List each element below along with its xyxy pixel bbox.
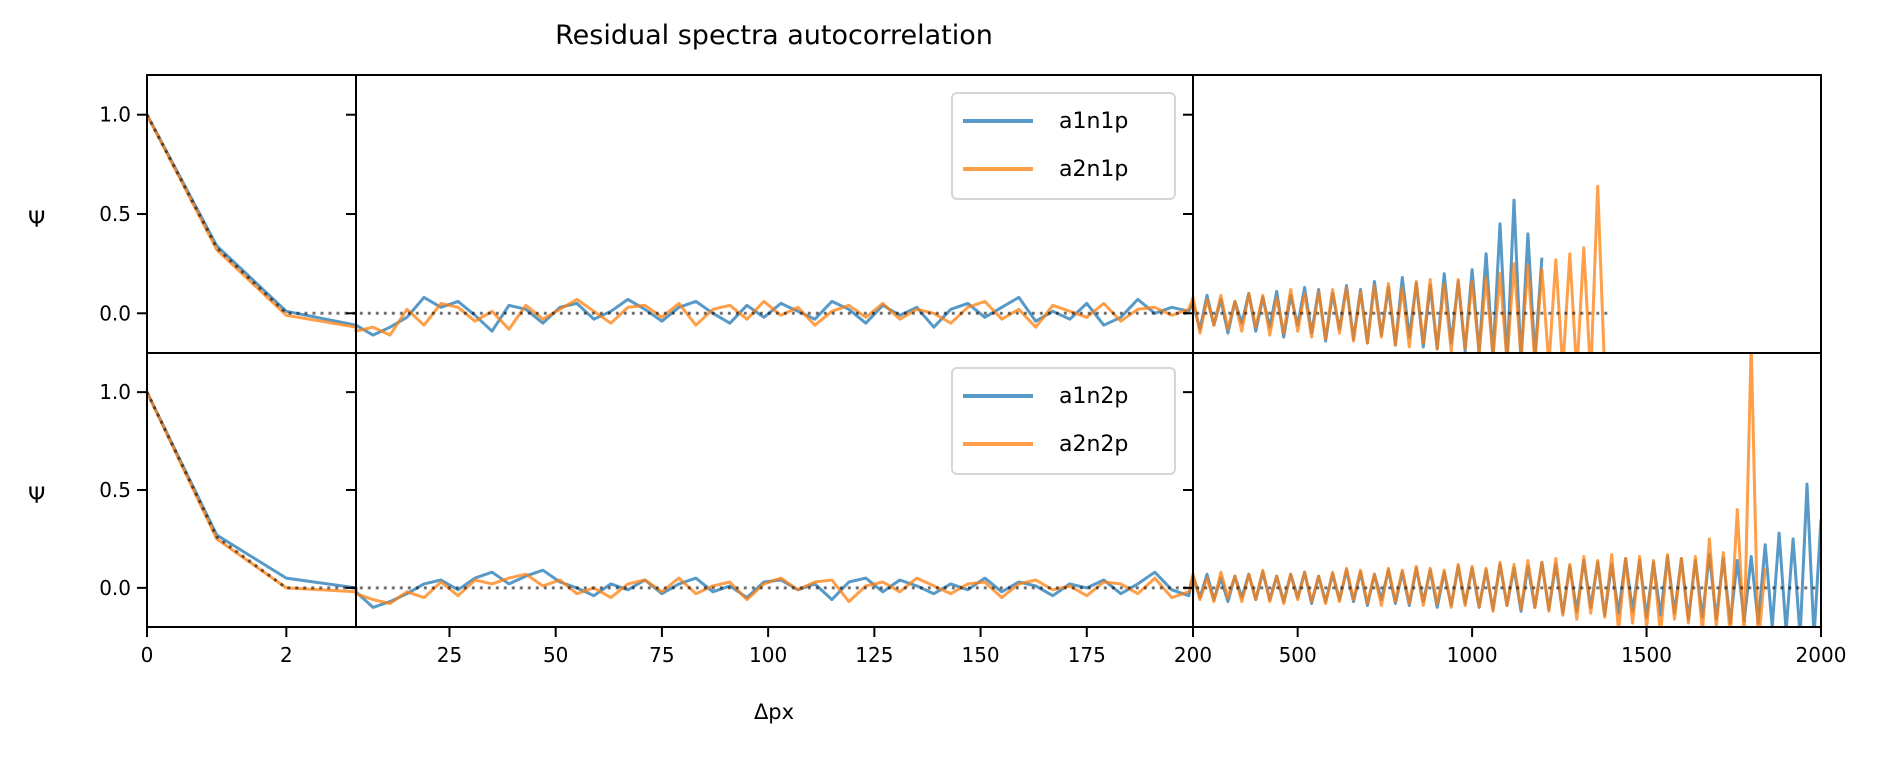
legend-entry: a2n1p xyxy=(963,154,1128,184)
legend-swatch-orange xyxy=(963,167,1033,171)
x-tick-label: 1000 xyxy=(1447,643,1498,667)
x-tick-label: 50 xyxy=(543,643,568,667)
y-tick-label: 1.0 xyxy=(99,380,131,404)
series-line-a2n1p xyxy=(1193,184,1606,353)
y-tick-label: 1.0 xyxy=(99,103,131,127)
x-tick-label: 200 xyxy=(1174,643,1212,667)
x-tick-label: 2 xyxy=(280,643,293,667)
x-tick-label: 125 xyxy=(855,643,893,667)
y-tick-label: 0.5 xyxy=(99,478,131,502)
x-tick-label: 2000 xyxy=(1796,643,1847,667)
legend-entry: a2n2p xyxy=(963,429,1128,459)
panel-1-0-frame xyxy=(146,352,357,628)
legend-top: a1n1p a2n1p xyxy=(951,92,1176,200)
x-tick-label: 25 xyxy=(437,643,462,667)
y-tick-label: 0.5 xyxy=(99,202,131,226)
legend-label: a2n1p xyxy=(1059,156,1129,182)
x-tick-label: 1500 xyxy=(1621,643,1672,667)
legend-swatch-blue xyxy=(963,119,1033,123)
x-tick-label: 100 xyxy=(749,643,787,667)
series-line-a1n1p xyxy=(147,113,356,327)
panel-1-1-plot-area xyxy=(356,568,1193,609)
legend-swatch-orange xyxy=(963,442,1033,446)
x-tick-label: 500 xyxy=(1279,643,1317,667)
panel-0-1-plot-area xyxy=(356,295,1193,337)
series-line-a1n2p xyxy=(1193,482,1821,627)
legend-label: a1n2p xyxy=(1059,383,1129,409)
series-line-a2n2p xyxy=(147,391,356,596)
x-axis-label: Δpx xyxy=(753,700,795,724)
series-line-a1n2p xyxy=(147,391,356,594)
chart-title: Residual spectra autocorrelation xyxy=(555,20,993,51)
panel-0-0-frame xyxy=(146,74,357,354)
legend-bottom: a1n2p a2n2p xyxy=(951,367,1176,475)
y-axis-label-top: Ψ xyxy=(28,208,46,233)
x-tick-label: 175 xyxy=(1068,643,1106,667)
series-line-a1n1p xyxy=(356,295,1193,337)
legend-label: a2n2p xyxy=(1059,431,1129,457)
x-tick-label: 75 xyxy=(649,643,674,667)
y-tick-label: 0.0 xyxy=(99,576,131,600)
y-tick-label: 0.0 xyxy=(99,301,131,325)
panel-0-2-plot-area xyxy=(1193,184,1612,353)
series-line-a2n1p xyxy=(147,114,356,333)
series-line-a2n2p xyxy=(1193,353,1767,627)
x-tick-label: 150 xyxy=(961,643,999,667)
legend-label: a1n1p xyxy=(1059,108,1129,134)
y-axis-label-bottom: Ψ xyxy=(28,484,46,509)
legend-swatch-blue xyxy=(963,394,1033,398)
legend-entry: a1n1p xyxy=(963,106,1128,136)
legend-entry: a1n2p xyxy=(963,381,1128,411)
panel-1-2-plot-area xyxy=(1193,353,1821,627)
panel-1-0-plot-area xyxy=(147,391,356,596)
panel-0-0-plot-area xyxy=(147,113,356,333)
x-tick-label: 0 xyxy=(141,643,154,667)
